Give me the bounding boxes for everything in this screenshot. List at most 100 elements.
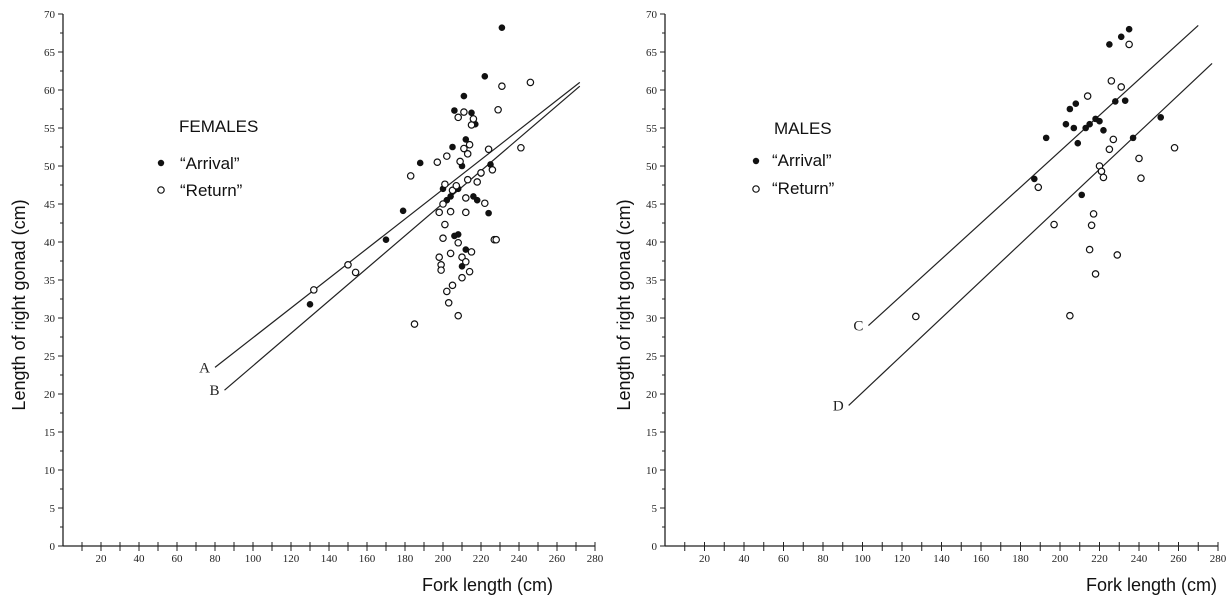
y-tick-label: 65 <box>44 47 56 59</box>
x-tick-label: 200 <box>435 553 452 565</box>
y-tick-label: 20 <box>646 389 658 401</box>
return-point <box>463 175 472 184</box>
return-point <box>1050 220 1058 229</box>
regression-line-d <box>848 62 1213 406</box>
return-point <box>461 257 470 266</box>
arrival-point <box>1082 124 1089 132</box>
x-tick-label: 260 <box>549 553 566 565</box>
return-point <box>454 238 463 247</box>
arrival-point <box>458 263 466 270</box>
x-tick-label: 160 <box>359 553 376 565</box>
y-tick-label: 50 <box>44 161 56 173</box>
return-point <box>492 235 501 244</box>
return-point <box>1105 145 1114 154</box>
return-point <box>458 273 466 282</box>
x-tick-label: 180 <box>397 553 414 565</box>
y-tick-label: 20 <box>44 389 56 401</box>
return-point <box>1107 77 1116 85</box>
return-point <box>1091 270 1100 278</box>
return-point <box>461 194 470 202</box>
y-tick-label: 70 <box>44 9 56 21</box>
arrival-point <box>451 232 458 240</box>
return-point <box>467 248 476 256</box>
return-point <box>465 267 474 276</box>
return-point <box>456 157 464 166</box>
males-axes <box>664 14 1218 547</box>
x-tick-label: 60 <box>778 553 790 565</box>
return-point <box>1113 251 1122 259</box>
y-tick-label: 0 <box>652 541 658 553</box>
females-panel-label: FEMALES <box>179 117 258 136</box>
return-point <box>410 320 419 328</box>
x-tick-label: 200 <box>1052 553 1069 565</box>
legend-label-arrival: “Arrival” <box>180 154 240 173</box>
x-tick-label: 140 <box>933 553 950 565</box>
return-point <box>1085 245 1094 254</box>
legend-marker-filled <box>157 159 165 167</box>
females-ylabel: Length of right gonad (cm) <box>9 199 29 410</box>
x-tick-label: 160 <box>973 553 990 565</box>
return-point <box>446 207 455 216</box>
return-point <box>460 144 468 153</box>
return-point <box>463 150 472 158</box>
arrival-point <box>399 207 407 215</box>
arrival-point <box>416 159 424 167</box>
x-tick-label: 280 <box>587 553 604 565</box>
males-panel-label: MALES <box>774 119 832 138</box>
arrival-point <box>1125 25 1133 33</box>
return-point <box>433 158 442 167</box>
return-point <box>435 208 444 217</box>
y-tick-label: 55 <box>44 123 56 135</box>
females-ticks: 0 5 10 15 20 25 30 35 40 45 50 55 60 65 70 20 40 60 80 100 1… <box>44 9 604 565</box>
arrival-point <box>460 92 468 100</box>
y-tick-label: 40 <box>646 237 658 249</box>
return-point <box>1137 174 1145 182</box>
x-tick-label: 220 <box>1091 553 1108 565</box>
line-label-a: A <box>199 360 210 376</box>
return-point <box>1097 167 1106 176</box>
females-legend-arrival: “Arrival” <box>157 154 240 173</box>
females-legend-return: “Return” <box>157 181 243 200</box>
males-legend-arrival: “Arrival” <box>752 151 832 170</box>
x-tick-label: 280 <box>1210 553 1227 565</box>
y-tick-label: 35 <box>646 275 658 287</box>
return-point <box>446 249 455 258</box>
x-tick-label: 40 <box>739 553 751 565</box>
y-tick-label: 30 <box>646 313 658 325</box>
females-chart: 0 5 10 15 20 25 30 35 40 45 50 55 60 65 70 20 40 60 80 100 1… <box>9 9 604 595</box>
males-regression-lines: CD <box>833 24 1213 414</box>
return-point <box>467 121 476 129</box>
y-tick-label: 5 <box>652 503 658 515</box>
arrival-point <box>306 301 314 308</box>
x-tick-label: 40 <box>134 553 146 565</box>
return-point <box>441 220 449 229</box>
return-point <box>452 181 461 190</box>
x-tick-label: 100 <box>854 553 871 565</box>
return-point <box>477 169 485 177</box>
return-point <box>1170 143 1179 152</box>
return-point <box>344 260 352 269</box>
legend-marker-open <box>157 186 165 194</box>
x-tick-label: 120 <box>283 553 300 565</box>
return-point <box>448 281 457 290</box>
x-tick-label: 260 <box>1170 553 1187 565</box>
y-tick-label: 25 <box>646 351 658 363</box>
return-point <box>1135 154 1143 163</box>
return-point <box>494 105 502 114</box>
return-point <box>442 152 451 160</box>
return-point <box>473 178 482 186</box>
line-label-d: D <box>833 398 844 414</box>
return-point <box>435 253 444 262</box>
females-axes <box>62 14 595 547</box>
y-tick-label: 55 <box>646 123 658 135</box>
x-tick-label: 240 <box>1131 553 1148 565</box>
legend-label-arrival: “Arrival” <box>772 151 832 170</box>
arrival-point <box>1157 114 1165 121</box>
arrival-point <box>1074 139 1082 147</box>
arrival-point <box>1042 134 1050 142</box>
legend-label-return: “Return” <box>180 181 243 200</box>
arrival-point <box>451 107 458 114</box>
x-tick-label: 220 <box>473 553 490 565</box>
y-tick-label: 10 <box>44 465 56 477</box>
arrival-point <box>1066 105 1074 113</box>
